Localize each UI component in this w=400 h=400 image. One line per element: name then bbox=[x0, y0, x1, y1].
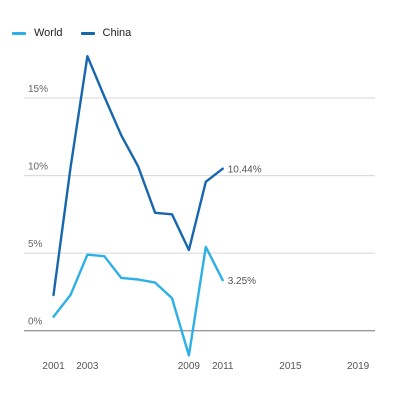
legend: World China bbox=[12, 26, 149, 40]
legend-item-world[interactable]: World bbox=[12, 27, 63, 39]
legend-swatch-world bbox=[12, 31, 26, 35]
y-tick-label: 10% bbox=[28, 162, 48, 173]
x-tick-label: 2001 bbox=[42, 361, 65, 372]
series-line-world bbox=[52, 245, 224, 357]
end-label-china: 10.44% bbox=[228, 165, 262, 176]
series-line-china bbox=[52, 55, 224, 297]
legend-item-china[interactable]: China bbox=[80, 27, 132, 39]
x-tick-label: 2003 bbox=[76, 361, 99, 372]
x-tick-label: 2009 bbox=[178, 361, 201, 372]
legend-label-china: China bbox=[102, 27, 132, 39]
y-tick-label: 0% bbox=[28, 317, 43, 328]
legend-label-world: World bbox=[34, 27, 63, 39]
x-tick-label: 2015 bbox=[279, 361, 302, 372]
end-label-world: 3.25% bbox=[228, 276, 256, 287]
legend-swatch-china bbox=[80, 31, 95, 35]
x-tick-label: 2011 bbox=[212, 361, 234, 372]
x-tick-label: 2019 bbox=[347, 361, 370, 372]
y-tick-label: 5% bbox=[28, 239, 43, 250]
y-tick-label: 15% bbox=[28, 84, 48, 95]
